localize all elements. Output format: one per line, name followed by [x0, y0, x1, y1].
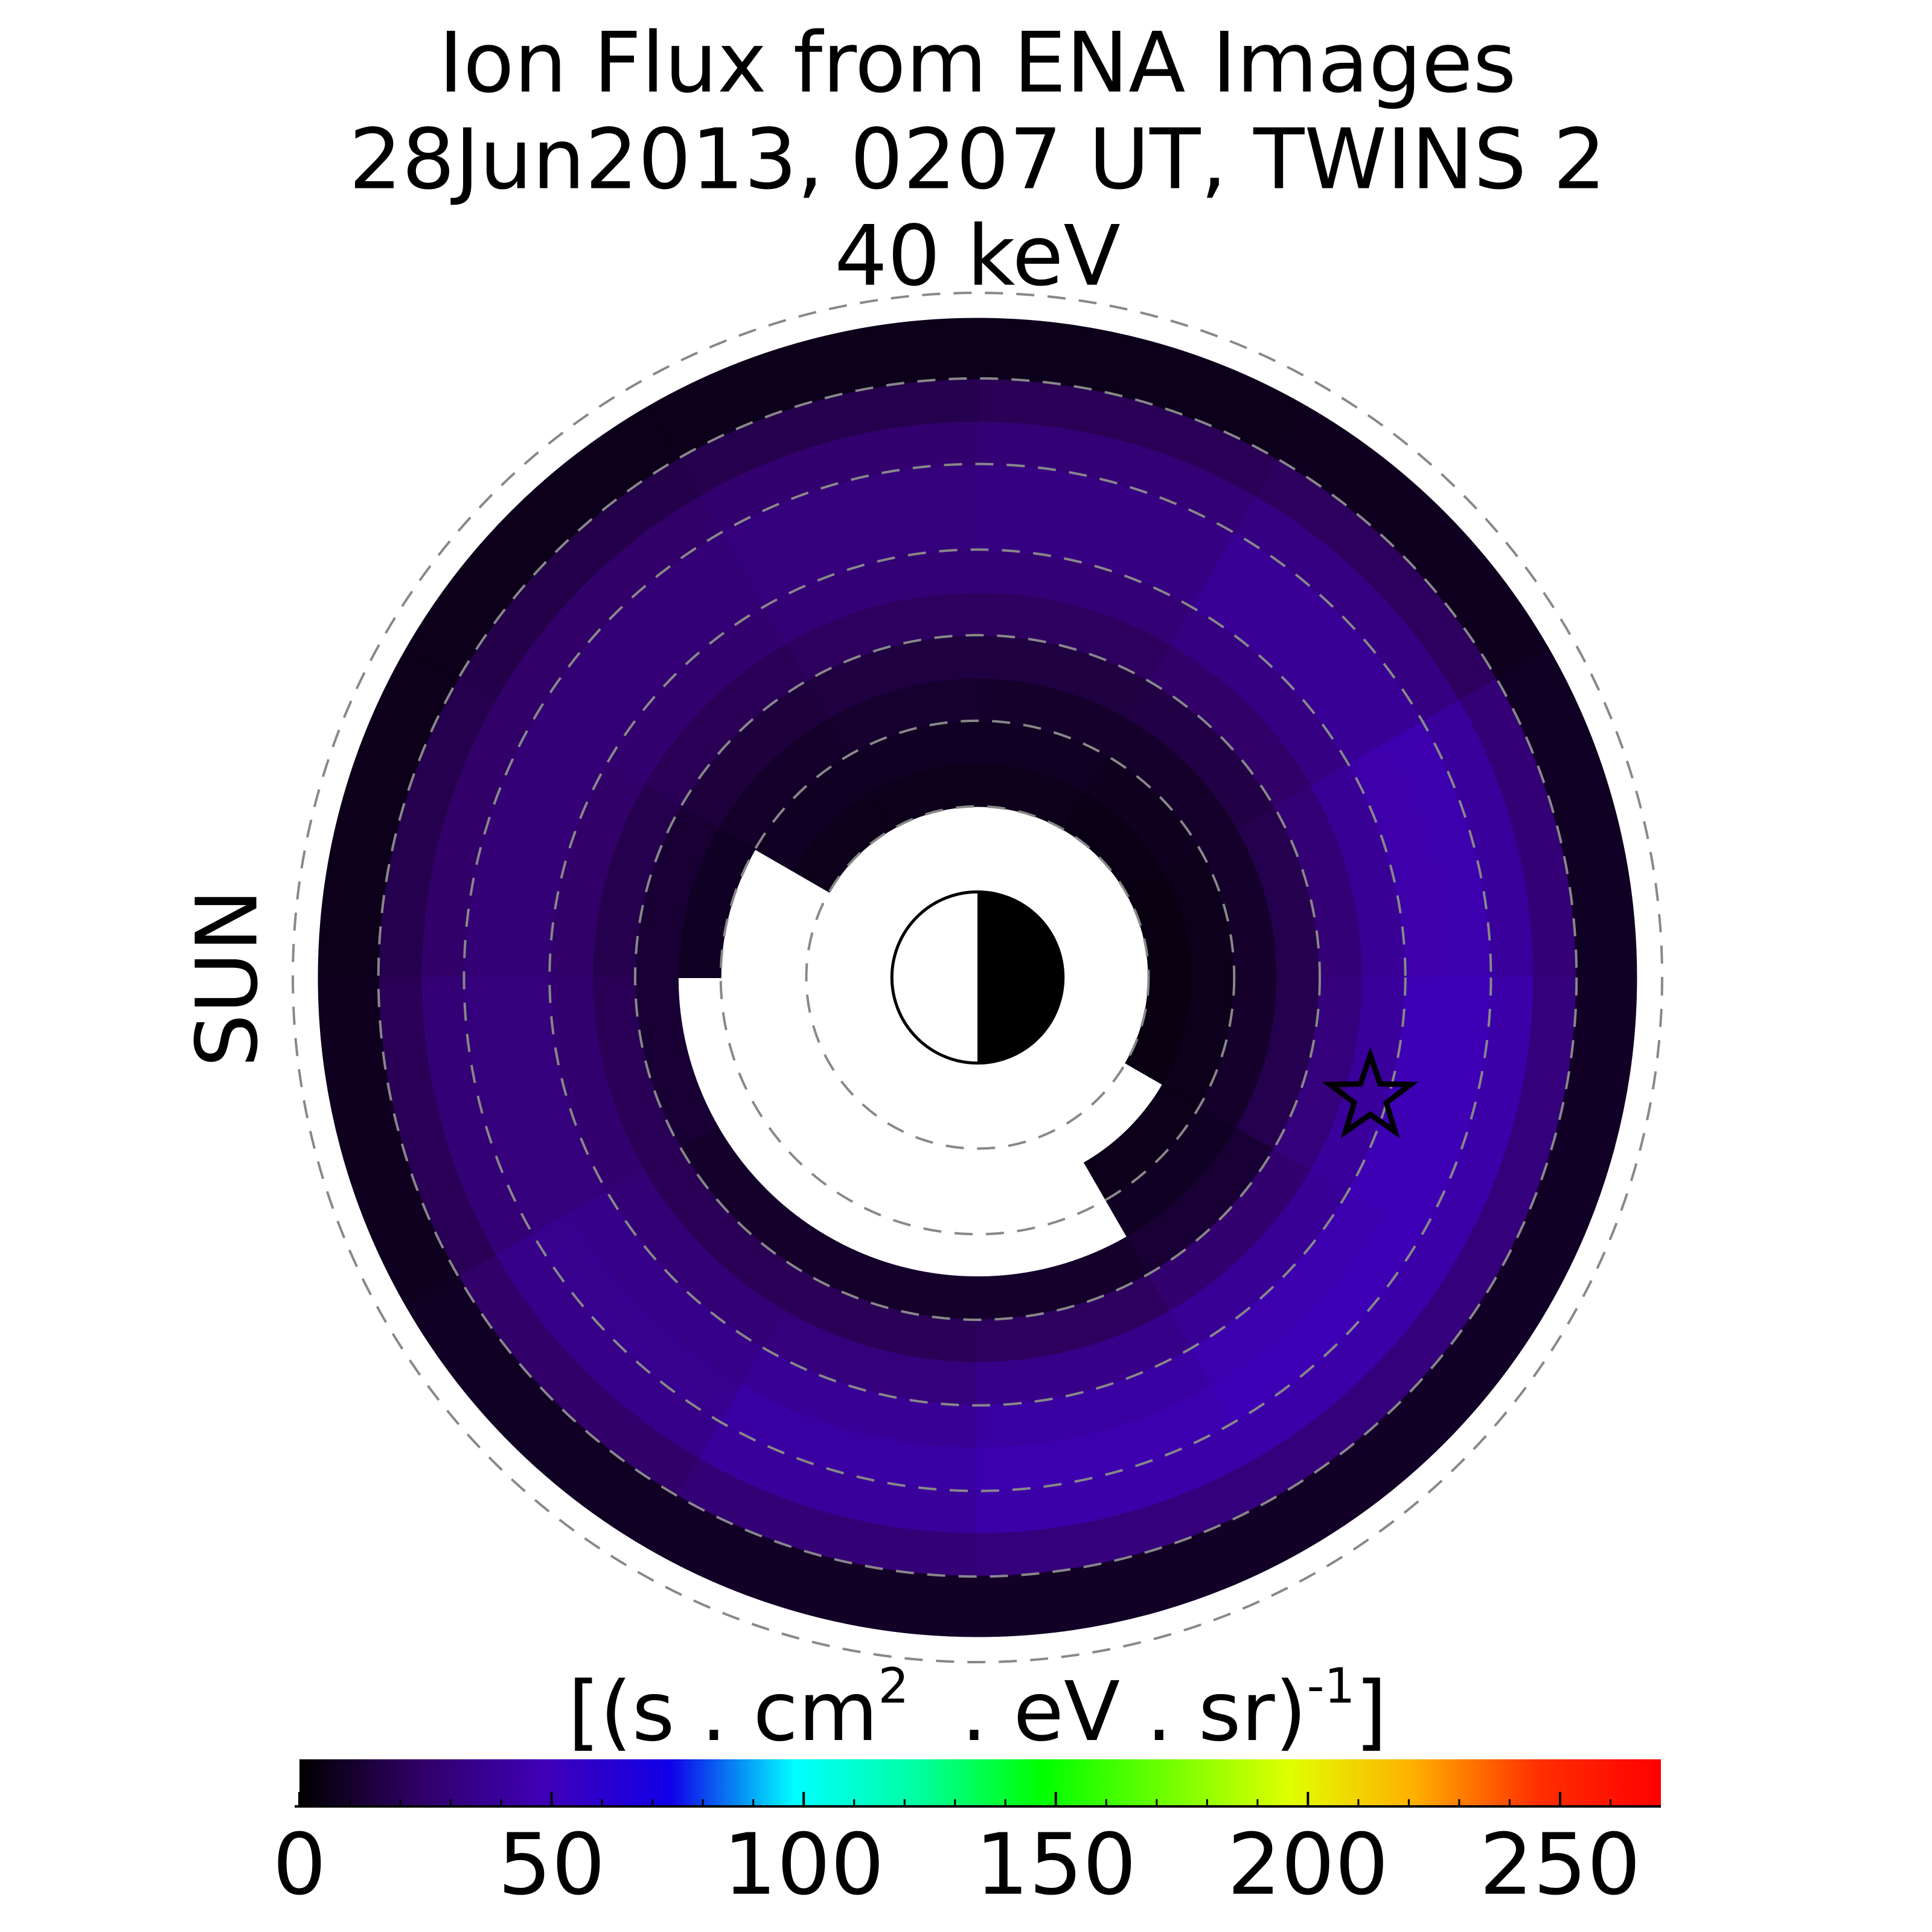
colorbar-label-part: ] [1355, 1665, 1387, 1760]
grid-ring [548, 548, 1407, 1407]
grid-ring [462, 462, 1492, 1492]
colorbar [299, 1759, 1661, 1806]
colorbar-tick-label: 100 [723, 1816, 884, 1914]
colorbar-label-part: [(s . cm [568, 1665, 878, 1760]
colorbar-tick-label: 0 [272, 1816, 326, 1914]
colorbar-tick-label: 50 [498, 1816, 606, 1914]
title-line: 40 keV [834, 208, 1121, 305]
colorbar-label-part: . eV . sr) [909, 1665, 1307, 1760]
grid-ring [634, 634, 1321, 1321]
colorbar-label-part: 2 [878, 1658, 909, 1714]
colorbar-label-part: -1 [1307, 1658, 1355, 1714]
colorbar-tick-label: 150 [975, 1816, 1136, 1914]
title-line: 28Jun2013, 0207 UT, TWINS 2 [349, 111, 1606, 208]
title-line: Ion Flux from ENA Images [439, 14, 1517, 112]
flux-cell [1495, 977, 1637, 1308]
colorbar-tick-label: 200 [1227, 1816, 1389, 1914]
grid-ring [377, 377, 1578, 1578]
colorbar-tick-label: 250 [1479, 1816, 1640, 1914]
grid-ring [805, 805, 1150, 1150]
earth-night [977, 892, 1063, 1063]
colorbar-label: [(s . cm2 . eV . sr)-1] [568, 1658, 1387, 1760]
sun-label: SUN [179, 889, 277, 1067]
grid-ring [719, 719, 1236, 1236]
star-marker [1322, 1047, 1419, 1139]
grid-ring [292, 292, 1663, 1663]
earth-outline [890, 890, 1065, 1065]
